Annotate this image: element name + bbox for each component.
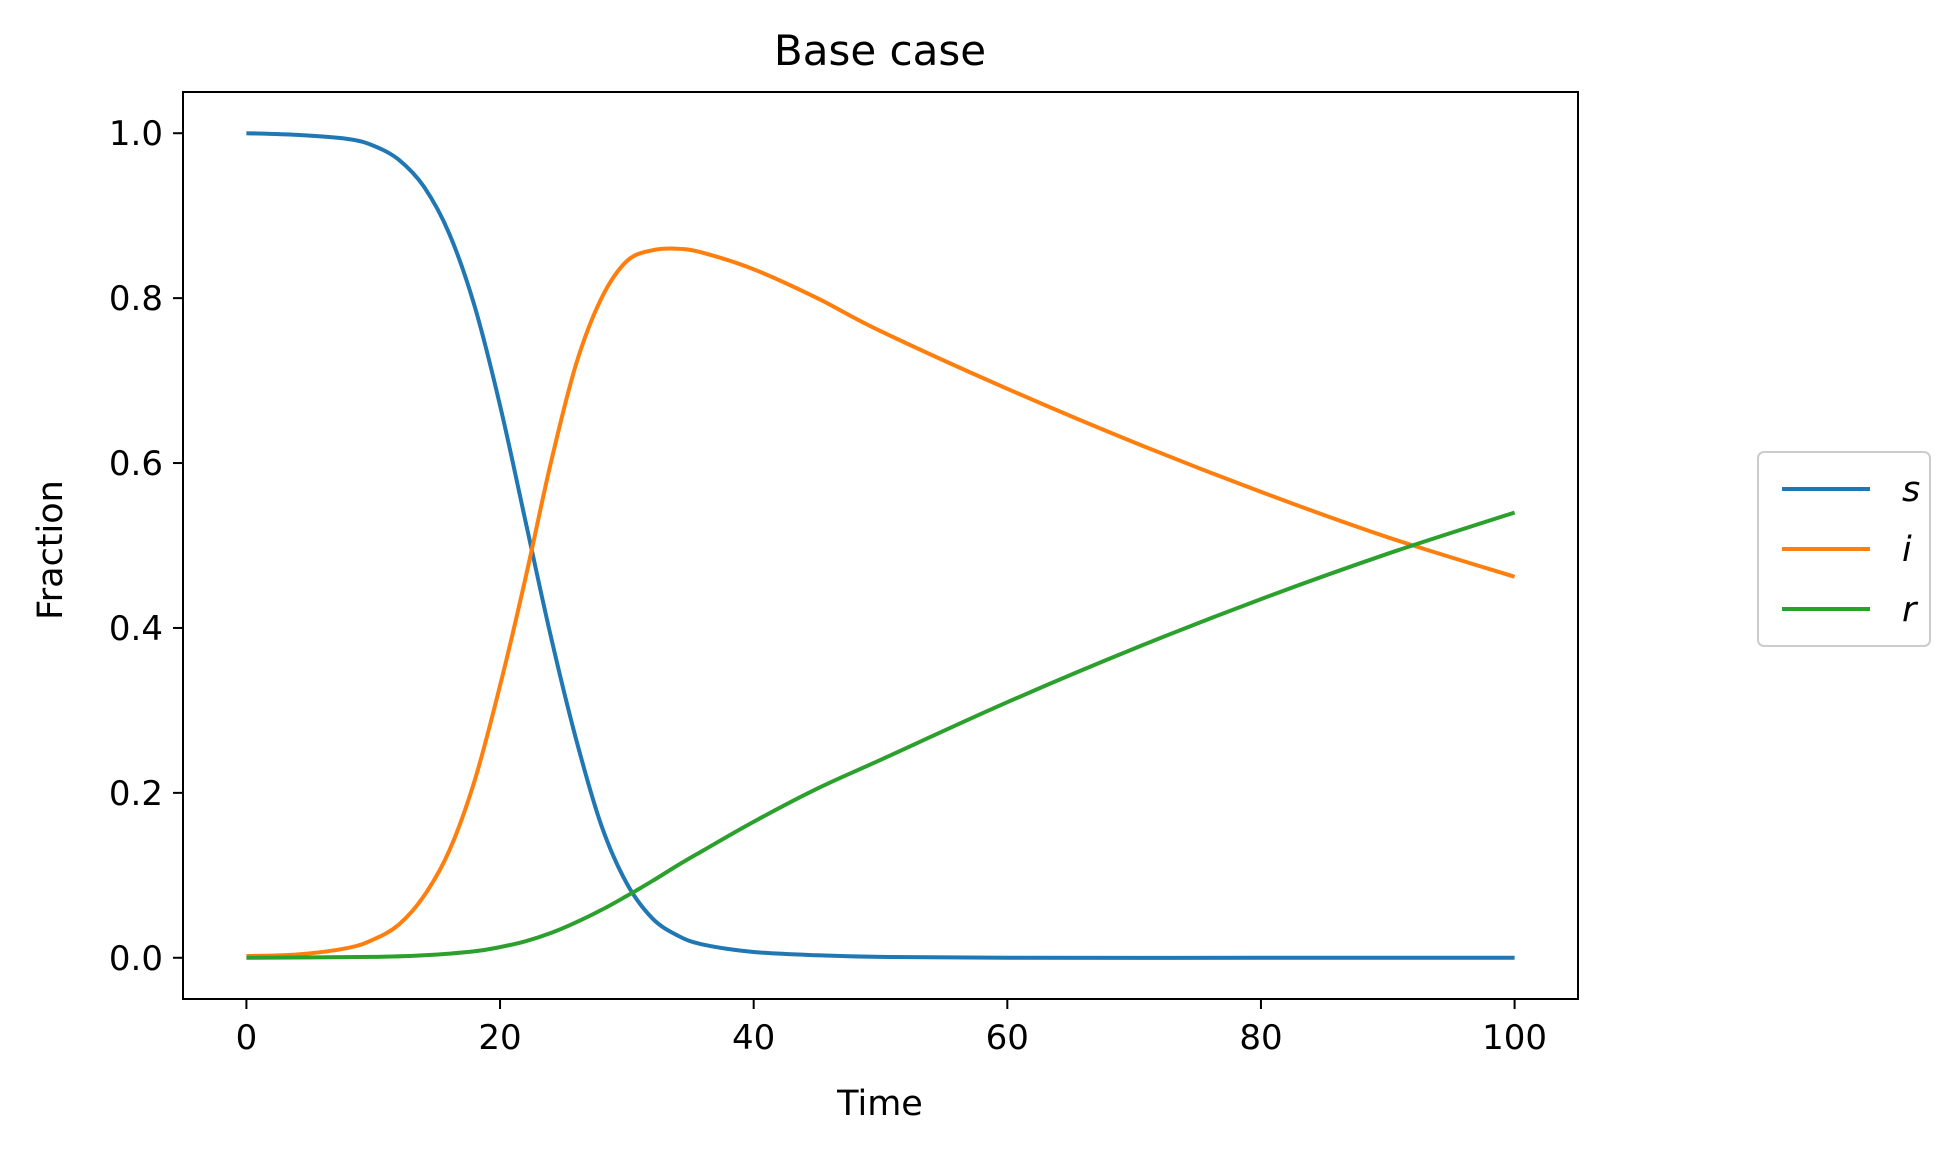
series-line-r (246, 510, 1516, 960)
y-tick-label: 0.2 (109, 774, 163, 814)
y-tick-label: 0.4 (109, 609, 163, 649)
legend-label-i: i (1902, 530, 1912, 570)
x-tick-label: 20 (478, 1018, 521, 1058)
x-tick-label: 40 (732, 1018, 775, 1058)
plot-area (183, 92, 1578, 999)
y-axis-ticks: 0.0 0.2 0.4 0.6 0.8 1.0 (109, 114, 183, 979)
plot-background (183, 92, 1578, 999)
legend: sir (1757, 451, 1931, 647)
y-axis-title: Fraction (31, 480, 71, 620)
x-tick-label: 100 (1482, 1018, 1547, 1058)
chart-title: Base case (774, 26, 986, 75)
y-tick-label: 0.6 (109, 444, 163, 484)
series-line-s (246, 131, 1515, 960)
x-tick-label: 0 (236, 1018, 258, 1058)
y-tick-label: 1.0 (109, 114, 163, 154)
y-tick-label: 0.0 (109, 939, 163, 979)
x-tick-label: 80 (1239, 1018, 1282, 1058)
y-tick-label: 0.8 (109, 279, 163, 319)
legend-label-s: s (1902, 470, 1920, 510)
series-lines (246, 131, 1516, 960)
plot-frame (182, 91, 1579, 1000)
x-axis-ticks: 0 20 40 60 80 100 (236, 999, 1547, 1058)
x-tick-label: 60 (986, 1018, 1029, 1058)
series-line-i (246, 246, 1516, 959)
legend-label-r: r (1902, 590, 1919, 630)
x-axis-title: Time (836, 1084, 923, 1124)
